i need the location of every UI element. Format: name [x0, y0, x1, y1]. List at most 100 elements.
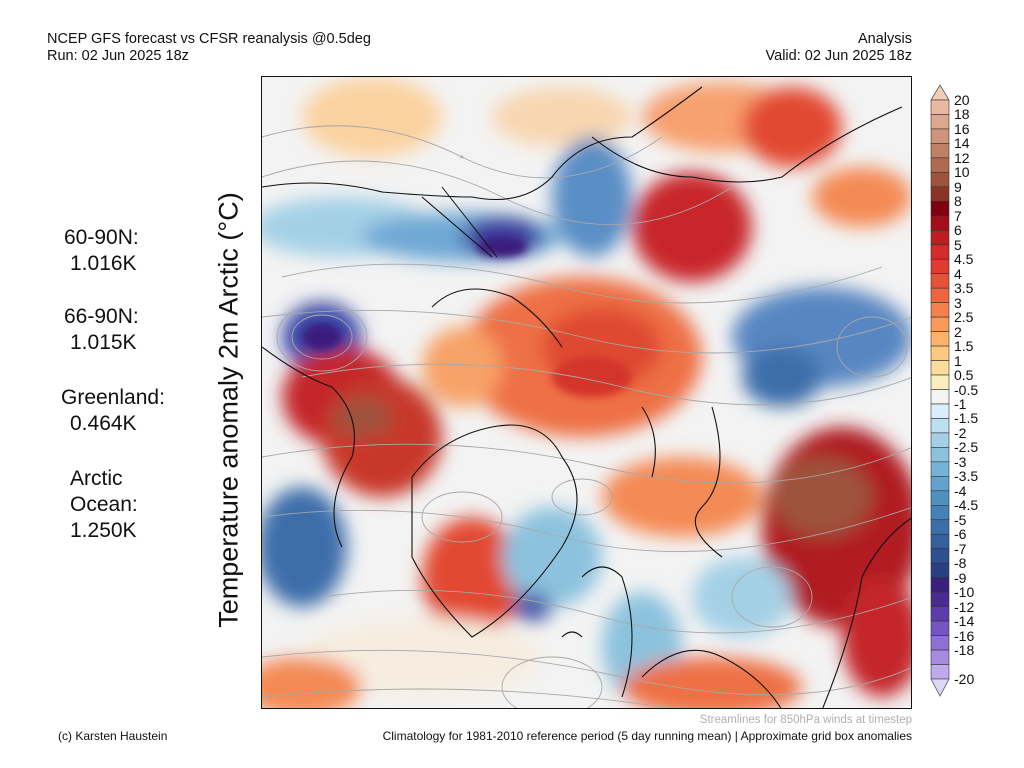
colorbar-tick-label: 4.5 — [954, 251, 974, 268]
colorbar-tick-label: 18 — [954, 106, 970, 123]
stat-label: 66-90N: — [64, 305, 139, 328]
coastlines — [262, 86, 911, 708]
colorbar-box — [930, 201, 950, 217]
streamlines-note: Streamlines for 850hPa winds at timestep — [699, 714, 912, 726]
colorbar-tick-label: -18 — [954, 642, 975, 659]
wind-streamlines — [262, 125, 911, 708]
colorbar-box — [930, 591, 950, 607]
colorbar-tick-label: -20 — [954, 671, 975, 687]
colorbar-box — [930, 143, 950, 159]
colorbar-tick-label: 2 — [954, 323, 962, 340]
colorbar-box — [930, 331, 950, 347]
colorbar-box — [930, 519, 950, 535]
colorbar-upper-arrow — [930, 84, 950, 101]
product-title: NCEP GFS forecast vs CFSR reanalysis @0.… — [47, 31, 371, 47]
colorbar-box — [930, 157, 950, 173]
stat-label: Greenland: — [61, 386, 165, 409]
colorbar-tick-label: -7 — [954, 540, 967, 557]
stat-arctic-ocean: Arctic Ocean: 1.250K — [70, 466, 138, 544]
colorbar-box — [930, 114, 950, 130]
stat-value: 1.250K — [70, 519, 137, 542]
colorbar-box — [930, 562, 950, 578]
colorbar-tick-label: 3.5 — [954, 280, 974, 297]
colorbar-tick-label: 14 — [954, 135, 970, 152]
colorbar-box — [930, 345, 950, 361]
colorbar-box — [930, 548, 950, 564]
climatology-note: Climatology for 1981-2010 reference peri… — [382, 729, 912, 743]
colorbar-box — [930, 476, 950, 492]
colorbar-tick-label: 5 — [954, 236, 962, 253]
colorbar-box — [930, 287, 950, 303]
colorbar-tick-label: -14 — [954, 613, 975, 630]
colorbar-box — [930, 533, 950, 550]
colorbar-box — [930, 229, 950, 246]
anomaly-field — [262, 77, 911, 708]
colorbar-tick-label: 10 — [954, 164, 970, 181]
colorbar-tick-label: 20 — [954, 92, 970, 108]
title-block-left: NCEP GFS forecast vs CFSR reanalysis @0.… — [47, 31, 371, 65]
colorbar-tick-label: -6 — [954, 526, 967, 543]
stat-greenland: Greenland: 0.464K — [61, 385, 165, 437]
colorbar-tick-label: -1.5 — [954, 410, 979, 427]
colorbar-box — [930, 99, 950, 115]
stat-label: Arctic — [70, 467, 123, 490]
colorbar-tick-label: 3 — [954, 294, 962, 311]
colorbar-tick-label: -16 — [954, 627, 975, 644]
colorbar-box — [930, 128, 950, 144]
colorbar-box — [930, 620, 950, 636]
analysis-label: Analysis — [858, 31, 912, 47]
colorbar — [930, 84, 950, 697]
credit: (c) Karsten Haustein — [58, 729, 168, 743]
colorbar-tick-label: 4 — [954, 265, 962, 282]
colorbar-box — [930, 418, 950, 434]
stat-value: 1.016K — [70, 252, 137, 275]
colorbar-tick-label: -12 — [954, 598, 975, 615]
colorbar-box — [930, 258, 950, 275]
stat-value: 0.464K — [70, 412, 137, 435]
colorbar-tick-label: -5 — [954, 511, 967, 528]
colorbar-box — [930, 403, 950, 419]
stat-label: 60-90N: — [64, 226, 139, 249]
colorbar-box — [930, 215, 950, 231]
colorbar-tick-label: 1 — [954, 352, 962, 369]
map-canvas — [262, 77, 911, 708]
colorbar-tick-label: 1.5 — [954, 338, 974, 355]
map-variable-label: Temperature anomaly 2m Arctic (°C) — [213, 192, 244, 628]
colorbar-tick-label: 6 — [954, 222, 962, 239]
colorbar-lower-arrow — [930, 678, 950, 697]
colorbar-box — [930, 461, 950, 477]
colorbar-tick-label: 12 — [954, 149, 970, 166]
colorbar-tick-label: -2 — [954, 424, 967, 441]
colorbar-box — [930, 374, 950, 390]
colorbar-box — [930, 360, 950, 376]
anomaly-map — [261, 76, 912, 709]
colorbar-tick-label: -10 — [954, 584, 975, 601]
colorbar-box — [930, 635, 950, 651]
colorbar-tick-label: -9 — [954, 569, 967, 586]
colorbar-box — [930, 490, 950, 506]
colorbar-box — [930, 389, 950, 405]
colorbar-tick-label: 7 — [954, 207, 962, 224]
colorbar-box — [930, 504, 950, 521]
colorbar-box — [930, 447, 950, 463]
colorbar-tick-label: -2.5 — [954, 439, 979, 456]
colorbar-box — [930, 172, 950, 188]
colorbar-tick-label: 0.5 — [954, 367, 974, 384]
colorbar-tick-label: 16 — [954, 120, 970, 137]
colorbar-tick-label: 8 — [954, 193, 962, 210]
stat-60-90n: 60-90N: 1.016K — [64, 225, 139, 277]
colorbar-tick-label: -4 — [954, 482, 967, 499]
stat-label: Ocean: — [70, 493, 138, 516]
colorbar-tick-label: -3.5 — [954, 468, 979, 485]
run-time: Run: 02 Jun 2025 18z — [47, 48, 189, 64]
valid-time: Valid: 02 Jun 2025 18z — [765, 48, 912, 64]
colorbar-tick-label: -8 — [954, 555, 967, 572]
colorbar-tick-label: -4.5 — [954, 497, 979, 514]
colorbar-box — [930, 606, 950, 622]
colorbar-tick-label: -0.5 — [954, 381, 979, 398]
colorbar-box — [930, 316, 950, 332]
colorbar-box — [930, 244, 950, 260]
stat-66-90n: 66-90N: 1.015K — [64, 304, 139, 356]
stat-value: 1.015K — [70, 331, 137, 354]
colorbar-box — [930, 186, 950, 202]
